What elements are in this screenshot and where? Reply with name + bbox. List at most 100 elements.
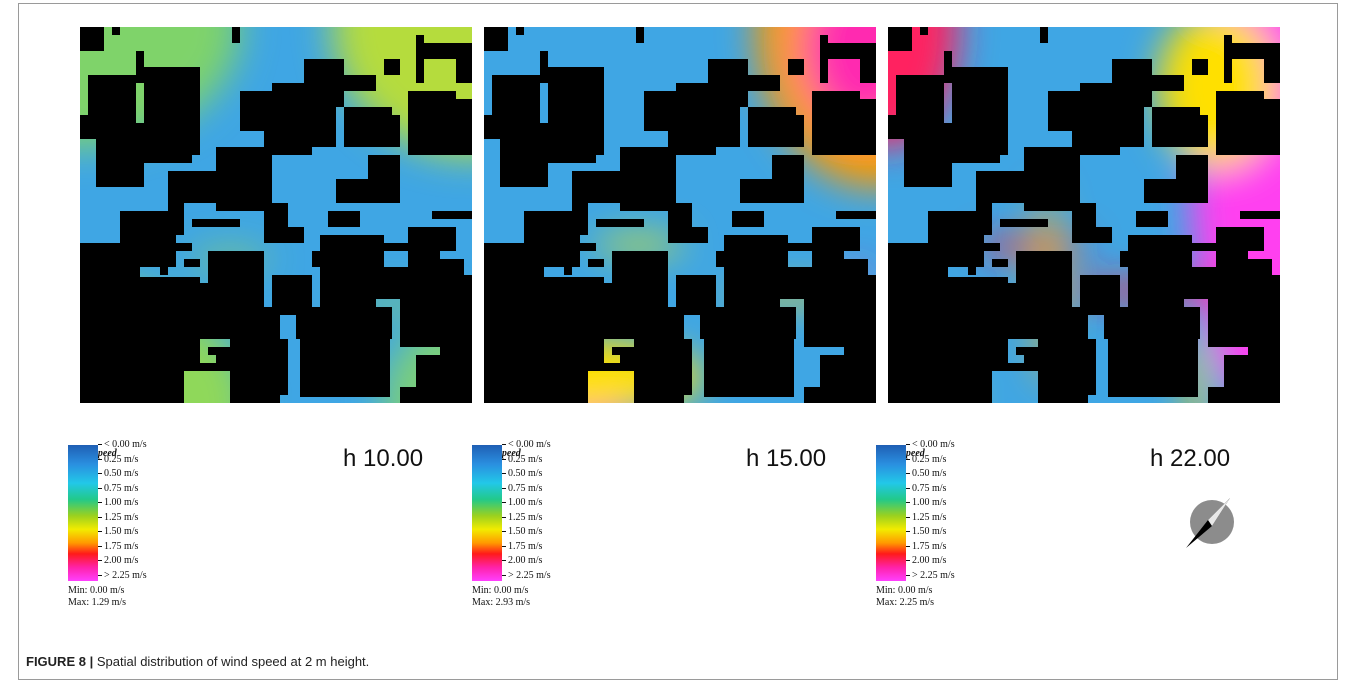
legend-label: 1.75 m/s bbox=[502, 541, 542, 552]
building bbox=[1144, 179, 1200, 203]
building bbox=[708, 59, 748, 107]
building bbox=[1192, 243, 1232, 251]
legend-label: 0.50 m/s bbox=[502, 468, 542, 479]
legend-colorbar bbox=[472, 445, 502, 581]
building bbox=[80, 243, 140, 403]
building bbox=[844, 379, 876, 403]
panel-title: h 22.00 bbox=[1150, 445, 1230, 473]
legend-label: 1.00 m/s bbox=[502, 497, 542, 508]
building bbox=[300, 327, 390, 397]
building bbox=[112, 27, 120, 35]
building bbox=[1208, 267, 1248, 347]
building bbox=[104, 123, 160, 131]
panel-title: h 10.00 bbox=[343, 445, 423, 473]
building bbox=[540, 51, 548, 83]
legend-label: 2.00 m/s bbox=[906, 555, 946, 566]
building bbox=[328, 211, 360, 227]
legend-label: < 0.00 m/s bbox=[502, 439, 551, 450]
legend-max: Max: 1.29 m/s bbox=[68, 597, 126, 608]
map-panel: h 10.00Wind Speed< 0.00 m/s0.25 m/s0.50 … bbox=[80, 27, 472, 627]
building bbox=[440, 379, 472, 403]
legend-label: 1.75 m/s bbox=[98, 541, 138, 552]
building bbox=[812, 91, 860, 155]
caption-label: FIGURE 8 | bbox=[26, 654, 93, 669]
building bbox=[432, 211, 472, 219]
legend-label: 1.50 m/s bbox=[906, 526, 946, 537]
legend-label: 1.25 m/s bbox=[502, 512, 542, 523]
map-layer bbox=[80, 27, 472, 403]
legend-label: 1.25 m/s bbox=[906, 512, 946, 523]
building bbox=[160, 235, 168, 275]
wind-map bbox=[484, 27, 876, 403]
building bbox=[416, 35, 424, 83]
building bbox=[1120, 251, 1136, 267]
building bbox=[1040, 27, 1048, 43]
north-arrow bbox=[1182, 492, 1242, 552]
building bbox=[636, 27, 644, 43]
legend-label: 1.50 m/s bbox=[98, 526, 138, 537]
building bbox=[344, 107, 392, 139]
legend-label: 2.00 m/s bbox=[502, 555, 542, 566]
building bbox=[1016, 347, 1040, 355]
legend-max: Max: 2.93 m/s bbox=[472, 597, 530, 608]
building bbox=[1072, 203, 1096, 235]
legend-label: > 2.25 m/s bbox=[906, 570, 955, 581]
building bbox=[200, 283, 248, 299]
building bbox=[716, 251, 732, 267]
building bbox=[804, 267, 844, 347]
building bbox=[952, 67, 1008, 115]
building bbox=[548, 67, 604, 115]
building bbox=[604, 283, 652, 299]
building bbox=[208, 347, 232, 355]
legend-colorbar bbox=[68, 445, 98, 581]
legend-label: 0.75 m/s bbox=[98, 483, 138, 494]
building bbox=[1112, 107, 1136, 123]
building bbox=[136, 51, 144, 83]
building bbox=[384, 243, 424, 251]
building bbox=[572, 187, 588, 235]
figure-page: FIGURE 8 | Spatial distribution of wind … bbox=[0, 0, 1358, 683]
building bbox=[508, 123, 564, 131]
wind-map bbox=[888, 27, 1280, 403]
building bbox=[888, 27, 912, 51]
building bbox=[304, 107, 328, 123]
building bbox=[264, 203, 288, 235]
building bbox=[80, 27, 104, 51]
building bbox=[944, 51, 952, 83]
building bbox=[828, 43, 876, 59]
legend-label: 1.00 m/s bbox=[906, 497, 946, 508]
building bbox=[948, 277, 1008, 367]
legend-max: Max: 2.25 m/s bbox=[876, 597, 934, 608]
legend-label: 0.50 m/s bbox=[98, 468, 138, 479]
building bbox=[820, 35, 828, 83]
building bbox=[1038, 307, 1088, 403]
legend-min: Min: 0.00 m/s bbox=[876, 585, 932, 596]
building bbox=[1224, 35, 1232, 83]
building bbox=[1108, 327, 1198, 397]
building bbox=[1192, 59, 1208, 75]
building bbox=[484, 243, 544, 403]
building bbox=[230, 307, 280, 403]
panel-title: h 15.00 bbox=[746, 445, 826, 473]
legend-label: > 2.25 m/s bbox=[98, 570, 147, 581]
building bbox=[424, 43, 472, 59]
building bbox=[634, 307, 684, 403]
building bbox=[668, 203, 692, 235]
building bbox=[168, 187, 184, 235]
legend-label: < 0.00 m/s bbox=[98, 439, 147, 450]
legend-min: Min: 0.00 m/s bbox=[472, 585, 528, 596]
building bbox=[912, 123, 968, 131]
building bbox=[304, 59, 344, 107]
building bbox=[144, 67, 200, 115]
building bbox=[976, 187, 992, 235]
legend-label: 0.25 m/s bbox=[502, 454, 542, 465]
building bbox=[788, 243, 828, 251]
caption-text: Spatial distribution of wind speed at 2 … bbox=[97, 654, 369, 669]
legend-colorbar bbox=[876, 445, 906, 581]
building bbox=[408, 91, 456, 155]
building bbox=[516, 27, 524, 35]
legend-label: 0.25 m/s bbox=[906, 454, 946, 465]
wind-map bbox=[80, 27, 472, 403]
building bbox=[140, 277, 200, 367]
building bbox=[708, 107, 732, 123]
